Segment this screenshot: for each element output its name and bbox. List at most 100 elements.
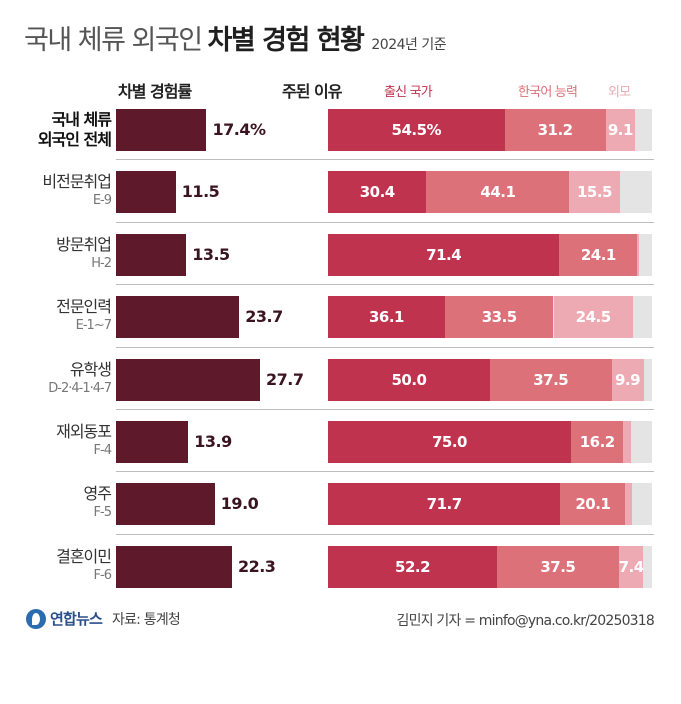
reason-segment [611, 358, 644, 401]
reason-segment [553, 296, 633, 339]
rate-value-label: 22.3 [237, 556, 276, 576]
rate-bar [116, 421, 189, 463]
row-label-main: 결혼이민 [56, 546, 112, 566]
reason-segment [504, 109, 606, 151]
reason-segment [490, 358, 612, 401]
legend-looks: 외모 [608, 85, 631, 100]
row-divider [116, 221, 654, 223]
legend-korean: 한국어 능력 [518, 85, 578, 100]
rate-header: 차별 경험률 [118, 82, 192, 101]
reason-segment-label: 9.1 [607, 121, 634, 139]
rate-value-label: 23.7 [245, 307, 283, 327]
reason-segment-label: 24.5 [575, 308, 612, 327]
reason-segment-label: 44.1 [480, 183, 516, 202]
reason-segment [328, 545, 498, 588]
reason-segment-label: 30.4 [359, 183, 396, 202]
row-label-main: 국내 체류 [51, 110, 112, 129]
reason-segment-label: 7.4 [618, 557, 645, 576]
row-label: 비전문취업 E-9 [42, 172, 112, 210]
reason-segment-label: 71.7 [426, 495, 463, 514]
reason-segment [328, 483, 561, 526]
reason-segment [328, 296, 445, 339]
reason-segment-label: 37.5 [540, 557, 576, 576]
reason-segment [328, 109, 505, 151]
reason-segment [328, 421, 571, 463]
row-label-code: F-6 [93, 567, 112, 583]
reason-track: 30.4 44.1 15.5 [328, 171, 652, 214]
rate-value-label: 19.0 [220, 494, 259, 514]
row-divider [116, 159, 654, 161]
reason-segment [560, 483, 626, 526]
reason-track: 36.1 33.5 24.5 [328, 296, 652, 339]
row-label-code: F-5 [93, 505, 112, 521]
rate-value-label: 27.7 [266, 369, 304, 389]
reason-segment-label: 33.5 [481, 308, 518, 327]
reason-track: 54.5% 31.2 9.1 [328, 109, 652, 151]
row-label: 재외동포 F-4 [56, 422, 112, 460]
rate-bar [116, 483, 215, 526]
rate-value-label: 13.5 [192, 244, 230, 264]
row-label-code: 외국인 전체 [37, 130, 112, 149]
reason-segment [569, 171, 620, 214]
row-label-code: E-9 [92, 193, 112, 209]
reason-segment [559, 233, 638, 276]
row-label-main: 영주 [83, 484, 112, 504]
footer-logo: 연합뉴스 자료: 통계청 [26, 608, 181, 629]
reason-segment [328, 171, 427, 214]
reason-track: 75.0 16.2 [328, 421, 652, 463]
row-label: 방문취업 H-2 [56, 234, 112, 273]
reason-segment-label: 36.1 [368, 308, 405, 327]
reason-segment [426, 171, 570, 214]
row-label-code: E-1~7 [75, 318, 112, 334]
reason-segment [444, 296, 554, 339]
row-label-main: 유학생 [69, 359, 112, 379]
source-text: 자료: 통계청 [112, 611, 181, 628]
row-label-code: H-2 [91, 255, 112, 271]
yonhap-logo-icon [26, 608, 46, 629]
reason-segment-label: 54.5% [391, 121, 442, 139]
rate-bar [116, 358, 261, 401]
reason-segment-label: 20.1 [575, 495, 611, 514]
reason-header: 주된 이유 [282, 82, 342, 101]
row-label: 유학생 D-2·4-1·4-7 [48, 359, 112, 398]
title-bold: 차별 경험 현황 [207, 25, 365, 56]
row-label: 영주 F-5 [83, 484, 112, 522]
reason-segment-label: 16.2 [579, 433, 616, 451]
reason-track: 71.4 24.1 [328, 233, 652, 276]
rate-bar [116, 233, 187, 276]
logo-text: 연합뉴스 [50, 610, 103, 628]
row-label: 국내 체류 외국인 전체 [37, 110, 112, 150]
reason-segment-label: 9.9 [614, 370, 641, 389]
row-label-main: 전문인력 [56, 297, 112, 317]
row-divider [116, 533, 654, 535]
row-label-main: 재외동포 [56, 422, 112, 441]
row-label: 전문인력 E-1~7 [56, 297, 112, 335]
rate-bar [116, 171, 176, 214]
rate-bar [116, 296, 240, 339]
reason-track: 50.0 37.5 9.9 [328, 358, 652, 401]
reason-track: 71.7 20.1 [328, 483, 652, 526]
reason-segment-label: 37.5 [533, 370, 569, 389]
reason-segment [328, 233, 560, 276]
row-divider [116, 284, 654, 286]
reason-segment-label: 75.0 [431, 433, 468, 451]
row-label-main: 방문취업 [56, 234, 112, 254]
rate-value-label: 17.4% [212, 120, 266, 139]
row-label: 결혼이민 F-6 [56, 546, 112, 585]
reason-segment [571, 421, 624, 463]
legend-origin: 출신 국가 [384, 85, 433, 100]
credit-text: 김민지 기자 = minfo@yna.co.kr/20250318 [396, 613, 655, 629]
rate-value-label: 13.9 [194, 432, 232, 451]
row-label-code: F-4 [93, 443, 112, 458]
row-divider [116, 409, 654, 410]
reason-segment [623, 421, 632, 463]
rate-bar [116, 109, 207, 151]
title-sub: 2024년 기준 [371, 37, 447, 53]
reason-segment-label: 71.4 [426, 245, 462, 264]
reason-segment-label: 15.5 [576, 183, 613, 202]
reason-segment [625, 483, 632, 526]
chart-title: 국내 체류 외국인 차별 경험 현황 2024년 기준 [24, 18, 447, 57]
rate-bar [116, 545, 232, 588]
reason-segment [618, 545, 643, 588]
reason-segment [637, 233, 640, 276]
